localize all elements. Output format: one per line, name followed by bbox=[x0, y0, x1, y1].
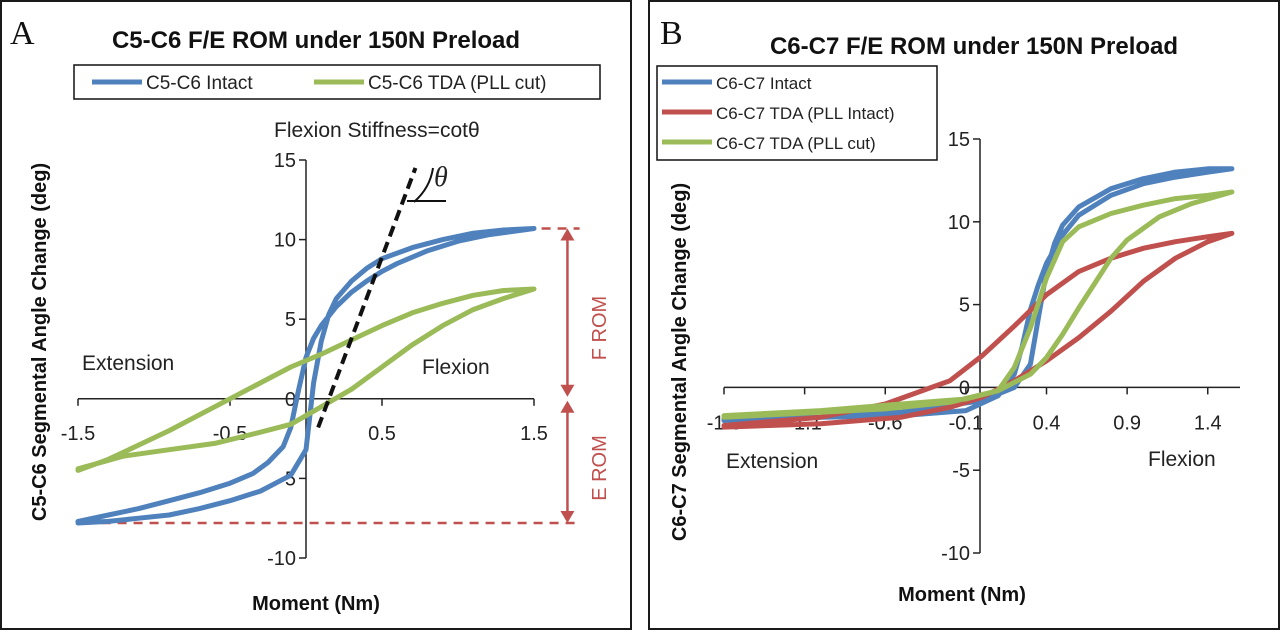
theta-label: θ bbox=[434, 162, 448, 193]
f-rom-arrowhead-top bbox=[560, 228, 575, 241]
y-tick-label-b: -10 bbox=[941, 543, 970, 565]
legend-label-pll-cut: C5-C6 TDA (PLL cut) bbox=[368, 73, 546, 94]
x-tick-label-b: 0.9 bbox=[1113, 412, 1141, 434]
series-line-b-0 bbox=[721, 166, 1235, 423]
x-tick-label-b: -0.1 bbox=[949, 412, 983, 434]
extension-label-b: Extension bbox=[726, 450, 818, 473]
e-rom-arrowhead-top bbox=[560, 400, 575, 413]
legend-label-b-intact: C6-C7 Intact bbox=[716, 74, 812, 93]
chart-a-ylabel: C5-C6 Segmental Angle Change (deg) bbox=[29, 163, 51, 521]
x-tick-label-b: 0.4 bbox=[1033, 412, 1061, 434]
theta-arc bbox=[413, 167, 434, 203]
panel-letter-b: B bbox=[660, 15, 683, 52]
y-tick-label-b: 5 bbox=[959, 295, 970, 317]
chart-b-xlabel: Moment (Nm) bbox=[898, 584, 1026, 606]
f-rom-arrowhead-bottom bbox=[560, 384, 575, 397]
y-tick-label-a: 15 bbox=[274, 150, 296, 172]
legend-label-b-pll-cut: C6-C7 TDA (PLL cut) bbox=[716, 134, 876, 153]
series-line-a-1 bbox=[75, 286, 537, 473]
y-tick-label-a: 5 bbox=[285, 309, 296, 331]
y-tick-label-b: 0 bbox=[959, 377, 970, 399]
x-tick-label-a: -1.5 bbox=[61, 423, 95, 445]
chart-b-title: C6-C7 F/E ROM under 150N Preload bbox=[770, 33, 1178, 60]
stiffness-annotation: Flexion Stiffness=cotθ bbox=[274, 119, 480, 142]
chart-b-series bbox=[721, 166, 1235, 430]
stiffness-tangent-line bbox=[316, 167, 418, 429]
chart-a-title: C5-C6 F/E ROM under 150N Preload bbox=[112, 27, 520, 54]
chart-a-svg: A C5-C6 F/E ROM under 150N Preload C5-C6… bbox=[10, 15, 611, 615]
x-tick-label-a: 1.5 bbox=[520, 423, 548, 445]
legend-label-b-pll-intact: C6-C7 TDA (PLL Intact) bbox=[716, 104, 895, 123]
y-tick-label-a: -10 bbox=[267, 548, 296, 570]
y-tick-label-b: 10 bbox=[948, 212, 970, 234]
y-tick-label-a: 10 bbox=[274, 230, 296, 252]
x-tick-label-b: 1.4 bbox=[1194, 412, 1222, 434]
panel-letter-a: A bbox=[10, 15, 35, 52]
chart-a-series bbox=[75, 167, 537, 526]
e-rom-label: E ROM bbox=[589, 435, 611, 501]
chart-a-xlabel: Moment (Nm) bbox=[252, 593, 380, 615]
chart-b-svg: B C6-C7 F/E ROM under 150N Preload 15 10 5… bbox=[656, 15, 1240, 606]
y-tick-label-b: 15 bbox=[948, 129, 970, 151]
y-tick-label-a: 0 bbox=[285, 389, 296, 411]
legend-label-intact: C5-C6 Intact bbox=[146, 73, 253, 94]
y-tick-label-b: -5 bbox=[952, 460, 970, 482]
f-rom-label: F ROM bbox=[589, 296, 611, 360]
flexion-label-b: Flexion bbox=[1148, 448, 1216, 471]
series-line-a-0 bbox=[75, 226, 537, 526]
flexion-label-a: Flexion bbox=[422, 356, 490, 379]
series-line-b-2 bbox=[721, 189, 1235, 420]
panel-b: B C6-C7 F/E ROM under 150N Preload 15 10 5… bbox=[648, 0, 1280, 630]
e-rom-arrowhead-bottom bbox=[560, 510, 575, 523]
x-tick-label-a: 0.5 bbox=[368, 423, 396, 445]
chart-b-ylabel: C6-C7 Segmental Angle Change (deg) bbox=[669, 183, 691, 541]
panel-a: A C5-C6 F/E ROM under 150N Preload C5-C6… bbox=[0, 0, 632, 630]
extension-label-a: Extension bbox=[82, 352, 174, 375]
